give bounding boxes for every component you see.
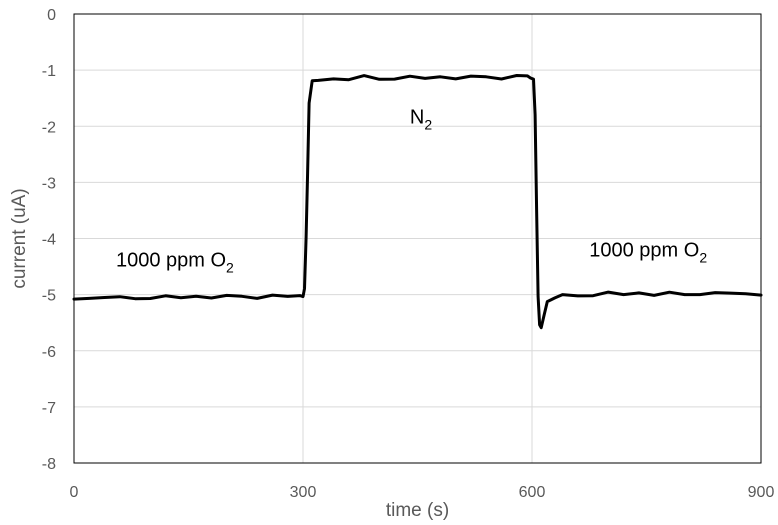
y-tick-label: -4 (42, 232, 56, 249)
annotations: 1000 ppm O2 N2 1000 ppm O2 (116, 106, 707, 275)
y-tick-label: -6 (42, 344, 56, 361)
y-tick-labels: 0 -1 -2 -3 -4 -5 -6 -7 -8 (42, 7, 56, 473)
x-axis-title: time (s) (386, 500, 449, 521)
x-tick-label: 900 (748, 484, 775, 501)
y-tick-label: -1 (42, 63, 56, 80)
series-line (72, 74, 763, 330)
annotation-left: 1000 ppm O2 (116, 250, 234, 276)
x-tick-label: 600 (519, 484, 546, 501)
y-axis-title: current (uA) (9, 188, 30, 288)
x-tick-label: 0 (70, 484, 79, 501)
plot-area-frame (73, 13, 762, 464)
y-tick-label: -8 (42, 456, 56, 473)
x-tick-label: 300 (290, 484, 317, 501)
y-tick-label: -5 (42, 288, 56, 305)
y-tick-label: -3 (42, 175, 56, 192)
y-tick-label: 0 (47, 7, 56, 24)
series-layer (72, 74, 763, 330)
annotation-mid: N2 (410, 106, 432, 132)
y-tick-label: -2 (42, 119, 56, 136)
annotation-right: 1000 ppm O2 (589, 239, 707, 265)
y-tick-label: -7 (42, 400, 56, 417)
x-tick-labels: 0 300 600 900 (70, 484, 775, 501)
